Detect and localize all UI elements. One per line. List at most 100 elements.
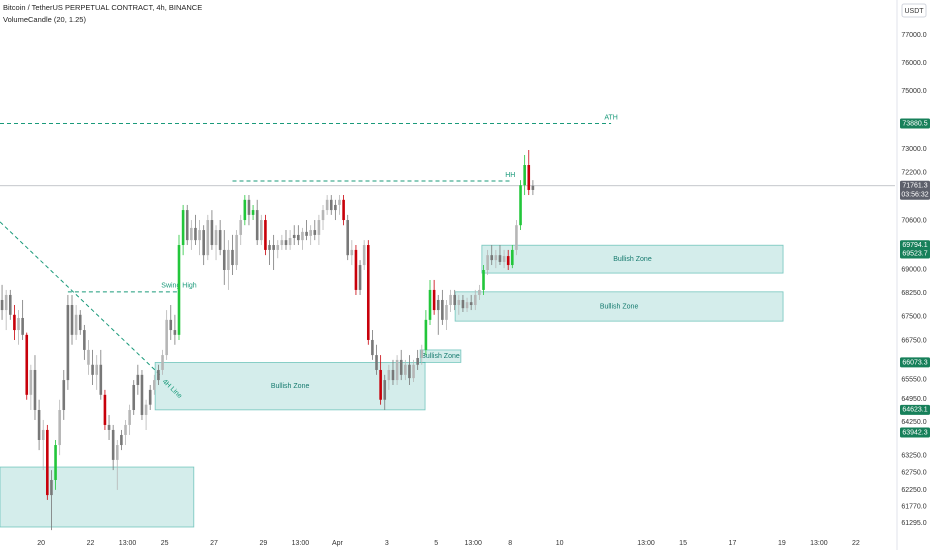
x-tick-label: 5 <box>434 540 438 547</box>
y-tick-label: 64250.0 <box>901 419 926 426</box>
candle-body <box>284 240 288 246</box>
candle-body <box>264 220 267 250</box>
candle-body <box>412 364 415 379</box>
price-label-box <box>900 357 930 368</box>
last-price-label: 71761.3 <box>902 183 927 190</box>
level-label: HH <box>505 172 515 179</box>
candle-body <box>210 220 214 246</box>
candle-body <box>490 255 494 261</box>
candle-body <box>227 249 230 270</box>
candle-body <box>70 305 74 335</box>
level-label: ATH <box>604 114 617 121</box>
candle-body <box>301 231 304 241</box>
price-label-box <box>900 118 930 129</box>
indicator-label: VolumeCandle (20, 1.25) <box>3 15 86 24</box>
candle-body <box>239 220 243 235</box>
candle-body <box>255 210 259 241</box>
x-tick-label: 8 <box>508 540 512 547</box>
candle-body <box>107 424 111 430</box>
candle-body <box>17 317 20 331</box>
y-tick-label: 66750.0 <box>901 337 926 344</box>
candle-body <box>375 355 378 370</box>
candle-body <box>185 210 189 241</box>
candle-body <box>334 204 337 211</box>
candle-body <box>379 369 382 400</box>
candle-body <box>342 199 345 221</box>
candle-body <box>198 230 201 241</box>
zone-label: Bullish Zone <box>600 303 639 310</box>
candle-body <box>346 220 350 256</box>
candle-body <box>432 289 436 311</box>
candle-body <box>33 369 37 410</box>
candle-body <box>465 302 469 309</box>
y-tick-label: 76000.0 <box>901 60 926 67</box>
candle-body <box>366 245 370 340</box>
price-label-box <box>900 404 930 415</box>
y-tick-label: 61295.0 <box>901 520 926 527</box>
candle-body <box>288 237 292 246</box>
candle-body <box>515 225 518 250</box>
candle-body <box>153 380 156 390</box>
candle-body <box>428 289 432 320</box>
candle-body <box>408 364 411 379</box>
candle-body <box>354 249 358 290</box>
candle-body <box>519 185 522 226</box>
price-label: 66073.3 <box>902 359 927 366</box>
candle-body <box>371 339 374 356</box>
candle-body <box>317 220 321 235</box>
y-tick-label: 62750.0 <box>901 470 926 477</box>
price-label: 69523.7 <box>902 250 927 257</box>
candles <box>0 150 535 531</box>
candle-body <box>305 231 308 236</box>
bullish-zone <box>481 244 784 274</box>
x-tick-label: 13:00 <box>464 540 482 547</box>
zone-label: Bullish Zone <box>613 256 652 263</box>
candle-body <box>498 255 502 262</box>
candle-body <box>190 227 193 241</box>
candle-body <box>329 199 333 211</box>
candle-body <box>251 210 255 215</box>
price-label: 63942.3 <box>902 429 927 436</box>
candle-body <box>486 255 489 270</box>
candle-body <box>338 199 341 205</box>
currency-box[interactable] <box>901 3 927 18</box>
candle-body <box>482 269 485 290</box>
candle-body <box>494 255 498 261</box>
candle-body <box>148 389 152 405</box>
candle-body <box>358 265 362 290</box>
candle-body <box>50 479 53 496</box>
candle-body <box>461 299 465 309</box>
currency-label[interactable]: USDT <box>904 8 924 15</box>
candle-body <box>8 294 12 315</box>
candle-body <box>457 299 461 306</box>
candle-body <box>111 429 115 460</box>
candle-body <box>124 424 127 435</box>
price-label-box <box>900 248 930 259</box>
candle-body <box>424 319 428 350</box>
candle-body <box>416 357 419 365</box>
x-tick-label: 27 <box>210 540 218 547</box>
candle-body <box>177 245 181 335</box>
candle-body <box>309 230 312 236</box>
candle-body <box>313 230 317 235</box>
candle-body <box>206 220 210 256</box>
candle-body <box>297 234 300 241</box>
y-tick-label: 61770.0 <box>901 503 926 510</box>
price-label: 69794.1 <box>902 242 927 249</box>
candle-body <box>136 374 140 385</box>
candle-body <box>202 230 205 256</box>
candle-body <box>194 227 197 241</box>
candle-body <box>144 404 148 415</box>
zone-label: Bullish Zone <box>421 353 460 360</box>
candle-body <box>235 234 238 266</box>
x-tick-label: 13:00 <box>810 540 828 547</box>
y-tick-label: 75000.0 <box>901 88 926 95</box>
candle-body <box>272 245 275 250</box>
candle-body <box>441 299 444 320</box>
candle-body <box>292 234 296 238</box>
candle-body <box>473 294 477 306</box>
candle-body <box>231 249 234 266</box>
candle-body <box>280 240 284 246</box>
y-tick-label: 77000.0 <box>901 32 926 39</box>
